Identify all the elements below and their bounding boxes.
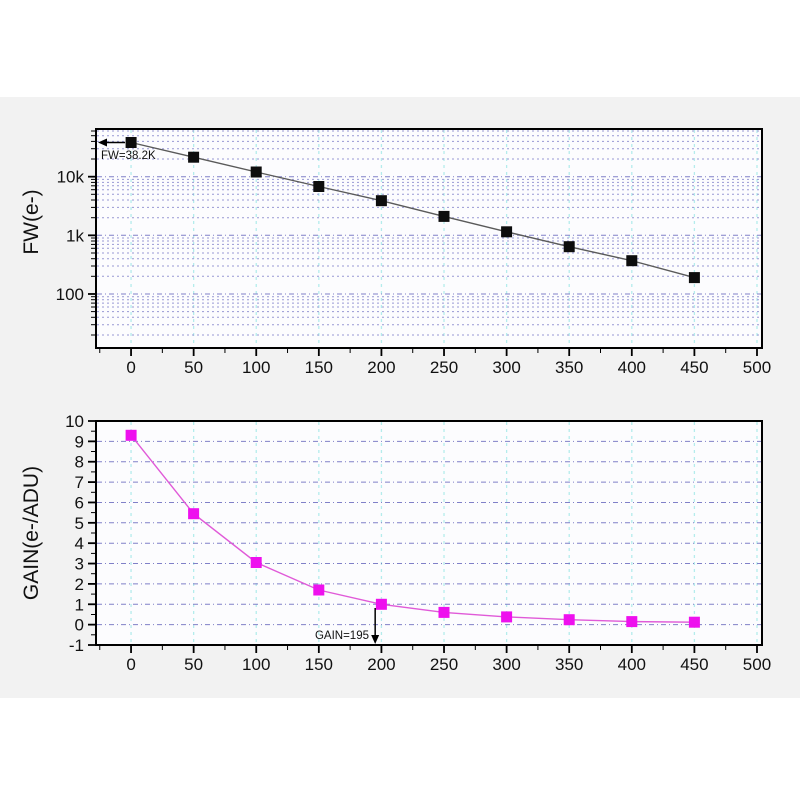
fw-data-point xyxy=(188,151,200,163)
x-tick-label: 0 xyxy=(126,655,135,674)
x-tick-label: 150 xyxy=(305,358,333,377)
fw-data-point xyxy=(688,272,700,284)
x-tick-label: 50 xyxy=(184,655,203,674)
fw-chart: 0 50 100 150 200 250 300 350 400 450 500 10k 1k 100 F… xyxy=(20,128,771,377)
gain-plot-frame xyxy=(95,420,763,646)
fw-series-line xyxy=(130,141,695,279)
y-tick-label: 0 xyxy=(75,616,84,635)
x-tick-label: 450 xyxy=(680,655,708,674)
y-tick-label: 8 xyxy=(75,453,84,472)
x-tick-label: 350 xyxy=(555,655,583,674)
x-tick-label: 400 xyxy=(618,358,646,377)
fw-data-point xyxy=(313,181,325,192)
x-tick-label: 300 xyxy=(492,358,520,377)
y-tick-label: 7 xyxy=(75,473,84,492)
gain-data-point xyxy=(125,429,137,441)
x-tick-label: 100 xyxy=(242,655,270,674)
fw-data-point xyxy=(125,137,137,148)
gain-data-point xyxy=(626,616,638,628)
gain-data-point xyxy=(501,611,513,623)
x-tick-label: 450 xyxy=(680,358,708,377)
gain-data-point xyxy=(438,606,450,618)
y-tick-label: 10k xyxy=(57,168,85,187)
gain-data-point xyxy=(313,584,325,596)
x-tick-label: 350 xyxy=(555,358,583,377)
gain-plot-area xyxy=(96,421,762,645)
x-tick-label: 500 xyxy=(743,358,771,377)
fw-data-point xyxy=(250,166,262,178)
x-tick-label: 100 xyxy=(242,358,270,377)
x-tick-label: 400 xyxy=(618,655,646,674)
fw-plot-layers: 0 50 100 150 200 250 300 350 400 450 500 10k 1k 100 xyxy=(56,128,771,377)
x-tick-label: 250 xyxy=(430,358,458,377)
y-tick-label: 4 xyxy=(75,534,84,553)
x-tick-label: 200 xyxy=(367,655,395,674)
y-tick-label: 10 xyxy=(65,412,84,431)
gain-plot-layers: 0 50 100 150 200 250 300 350 400 450 5001098765432… xyxy=(65,412,771,674)
y-tick-label: 9 xyxy=(75,432,84,451)
y-tick-label: 1 xyxy=(75,595,84,614)
gain-series-line xyxy=(130,434,695,623)
fw-annotation: FW=38.2K xyxy=(101,150,156,162)
fw-data-point xyxy=(438,210,450,222)
x-tick-label: 250 xyxy=(430,655,458,674)
gain-data-point xyxy=(188,508,200,520)
gain-annotation: GAIN=195 xyxy=(315,630,369,642)
fw-annotation-arrow-head xyxy=(98,138,107,147)
fw-data-point xyxy=(501,226,513,238)
gain-data-point xyxy=(688,616,700,628)
gain-data-point xyxy=(250,557,262,568)
y-tick-label: 6 xyxy=(75,493,84,512)
x-tick-label: 300 xyxy=(492,655,520,674)
y-tick-label: 2 xyxy=(75,575,84,594)
y-tick-label: -1 xyxy=(69,636,84,655)
fw-data-point xyxy=(375,195,387,207)
fw-data-point xyxy=(626,255,638,267)
gain-y-axis-title: GAIN(e-/ADU) xyxy=(20,466,43,600)
gain-data-point xyxy=(563,614,575,626)
x-tick-label: 0 xyxy=(126,358,135,377)
x-tick-label: 200 xyxy=(367,358,395,377)
gain-data-point xyxy=(375,598,387,610)
gain-annotation-arrow-head xyxy=(371,635,380,644)
fw-plot-frame xyxy=(95,128,763,349)
y-tick-label: 3 xyxy=(75,555,84,574)
fw-y-axis-title: FW(e-) xyxy=(20,189,43,254)
y-tick-label: 100 xyxy=(56,285,84,304)
y-tick-label: 5 xyxy=(75,514,84,533)
gain-chart: 0 50 100 150 200 250 300 350 400 450 5001098765432… xyxy=(20,412,771,674)
fw-data-point xyxy=(563,241,575,253)
x-tick-label: 50 xyxy=(184,358,203,377)
x-tick-label: 500 xyxy=(743,655,771,674)
y-tick-label: 1k xyxy=(66,226,84,245)
x-tick-label: 150 xyxy=(305,655,333,674)
